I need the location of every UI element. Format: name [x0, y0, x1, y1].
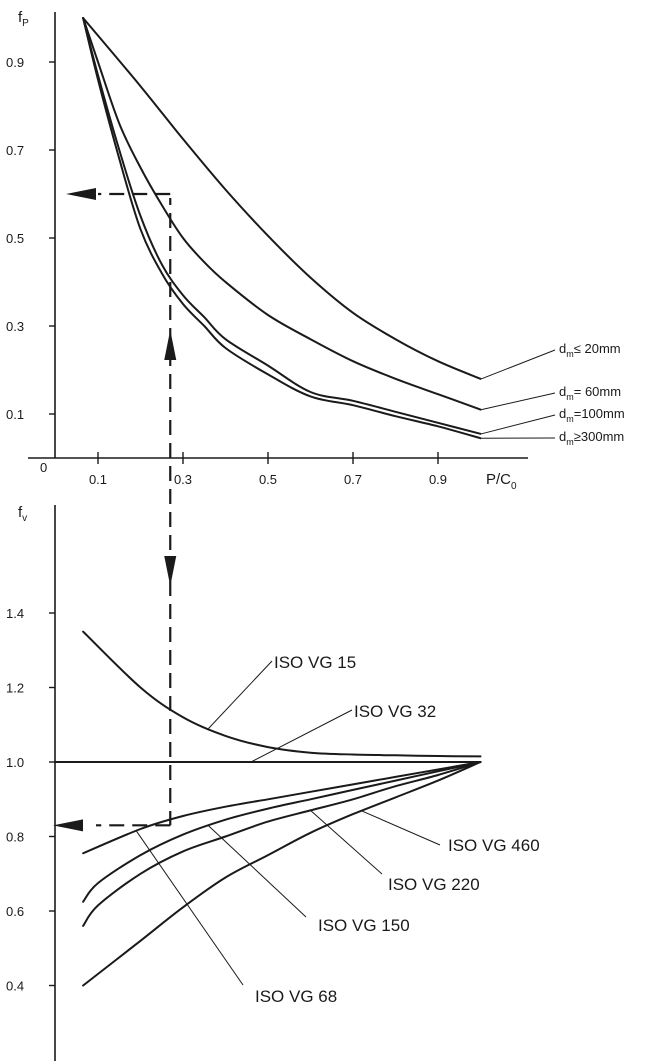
fv-label-leader-iso-vg-150 [208, 825, 307, 918]
fv-y-ticks: 0.4 0.6 0.8 1.0 1.2 1.4 [6, 606, 55, 994]
fv-series-label-iso-vg-32: ISO VG 32 [354, 702, 436, 721]
fp-x-tick-label-0-3: 0.3 [174, 472, 192, 487]
fv-label-leader-iso-vg-15 [208, 660, 273, 729]
fv-curve-iso-vg-460 [82, 761, 482, 987]
fv-y-tick-label-0-6: 0.6 [6, 904, 24, 919]
fp-x-axis-title: P/C0 [486, 471, 517, 492]
fp-legend-leader-20mm [481, 349, 556, 380]
fp-legend-label-300mm: dm≥300mm [559, 429, 624, 447]
fp-legend-label-20mm: dm≤ 20mm [559, 341, 621, 359]
fp-curve-100mm [82, 17, 482, 435]
fp-curve-60mm [82, 17, 482, 411]
guide-fp-arrowhead [66, 188, 96, 200]
fv-series-label-iso-vg-15: ISO VG 15 [274, 653, 356, 672]
guide-down-arrowhead [164, 556, 177, 586]
guide-fv-arrowhead [53, 819, 83, 832]
fp-x-ticks: 0.1 0.3 0.5 0.7 0.9 [89, 452, 447, 487]
guide-up-arrowhead [164, 330, 177, 360]
fv-y-tick-label-1-2: 1.2 [6, 681, 24, 696]
fp-legend: dm≤ 20mm dm= 60mm dm=100mm dm≥300mm [481, 341, 625, 447]
fv-curves [54, 630, 482, 987]
fp-legend-leader-60mm [481, 392, 556, 411]
fv-curve-iso-vg-150 [82, 761, 482, 903]
fv-series-labels: ISO VG 15 ISO VG 32 ISO VG 68 ISO VG 150 ISO… [135, 653, 540, 1006]
fp-legend-label-100mm: dm=100mm [559, 406, 625, 424]
fv-y-tick-label-1-4: 1.4 [6, 606, 24, 621]
fv-label-leader-iso-vg-460 [361, 810, 441, 846]
fp-y-tick-label-0-1: 0.1 [6, 407, 24, 422]
fv-y-axis-title: fv [18, 504, 27, 524]
fp-x-tick-label-0-5: 0.5 [259, 472, 277, 487]
fp-legend-leader-100mm [481, 414, 556, 435]
fv-chart: 0.4 0.6 0.8 1.0 1.2 1.4 fv ISO VG 15 ISO VG 32… [6, 504, 540, 1061]
fp-x-tick-label-0-9: 0.9 [429, 472, 447, 487]
fp-curve-300mm [82, 17, 482, 440]
fv-y-tick-label-0-8: 0.8 [6, 830, 24, 845]
fv-y-tick-label-0-4: 0.4 [6, 979, 24, 994]
fv-label-leader-iso-vg-220 [310, 810, 383, 875]
fp-y-tick-label-0-7: 0.7 [6, 143, 24, 158]
fv-curve-iso-vg-68 [82, 761, 482, 855]
fp-legend-label-60mm: dm= 60mm [559, 384, 621, 402]
fv-label-leader-iso-vg-68 [135, 830, 244, 986]
fv-curve-iso-vg-15 [82, 630, 482, 758]
fv-label-leader-iso-vg-32 [250, 709, 353, 763]
fv-curve-iso-vg-220 [82, 761, 482, 927]
fv-series-label-iso-vg-460: ISO VG 460 [448, 836, 540, 855]
fv-series-label-iso-vg-68: ISO VG 68 [255, 987, 337, 1006]
fp-curve-20mm [82, 17, 482, 380]
fp-origin-label: 0 [40, 460, 47, 475]
fp-y-tick-label-0-5: 0.5 [6, 231, 24, 246]
fp-y-tick-label-0-3: 0.3 [6, 319, 24, 334]
fp-y-tick-label-0-9: 0.9 [6, 55, 24, 70]
fp-x-tick-label-0-7: 0.7 [344, 472, 362, 487]
fv-series-label-iso-vg-220: ISO VG 220 [388, 875, 480, 894]
fv-series-label-iso-vg-150: ISO VG 150 [318, 916, 410, 935]
fp-chart: 0.1 0.3 0.5 0.7 0.9 0.1 0.3 0.5 0.7 0.9 fP 0 P/C… [6, 9, 625, 492]
fp-y-axis-title: fP [18, 9, 29, 29]
fp-y-ticks: 0.1 0.3 0.5 0.7 0.9 [6, 55, 55, 422]
fv-y-tick-label-1-0: 1.0 [6, 755, 24, 770]
example-reading-guide [53, 188, 177, 832]
fp-x-tick-label-0-1: 0.1 [89, 472, 107, 487]
fp-curves [82, 17, 482, 440]
